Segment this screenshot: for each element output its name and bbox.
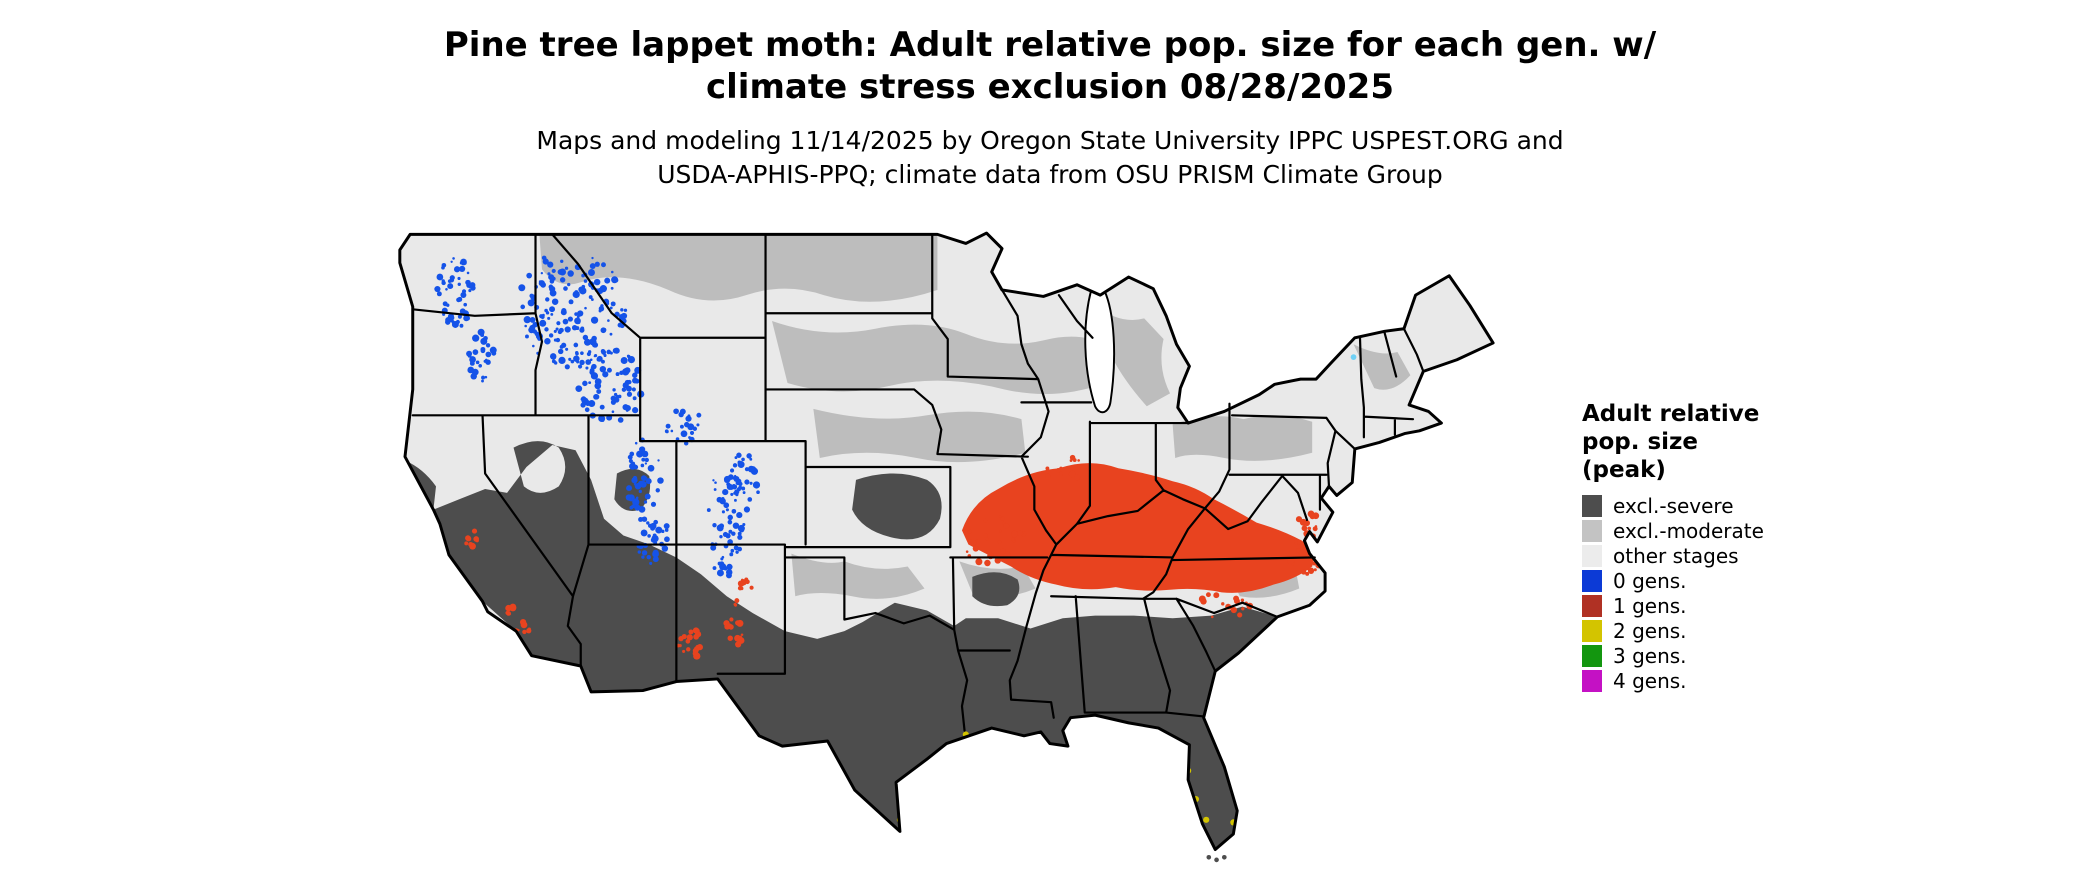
- legend-title-line2: pop. size: [1582, 429, 1699, 455]
- legend-item-label: 0 gens.: [1613, 569, 1687, 593]
- map-subtitle-line2: USDA-APHIS-PPQ; climate data from OSU PR…: [657, 160, 1443, 189]
- legend-swatch: [1582, 670, 1602, 692]
- subtitle: Maps and modeling 11/14/2025 by Oregon S…: [0, 124, 2100, 192]
- one-gen-region: [961, 463, 1314, 593]
- legend-item-label: 3 gens.: [1613, 644, 1687, 668]
- header: Pine tree lappet moth: Adult relative po…: [0, 24, 2100, 192]
- legend-item: other stages: [1582, 545, 1882, 567]
- map-title-line2: climate stress exclusion 08/28/2025: [705, 67, 1394, 107]
- legend-item: excl.-moderate: [1582, 520, 1882, 542]
- legend-item-label: other stages: [1613, 544, 1739, 568]
- us-map: [318, 215, 1562, 887]
- legend-item-label: excl.-moderate: [1613, 519, 1764, 543]
- legend-item: excl.-severe: [1582, 495, 1882, 517]
- legend-swatch: [1582, 520, 1602, 542]
- map-title-line1: Pine tree lappet moth: Adult relative po…: [443, 25, 1657, 65]
- legend-swatch: [1582, 620, 1602, 642]
- legend-item: 1 gens.: [1582, 595, 1882, 617]
- legend: Adult relative pop. size (peak) excl.-se…: [1582, 400, 1882, 695]
- legend-item: 0 gens.: [1582, 570, 1882, 592]
- map-subtitle-line1: Maps and modeling 11/14/2025 by Oregon S…: [536, 126, 1564, 155]
- legend-swatch: [1582, 495, 1602, 517]
- legend-item: 2 gens.: [1582, 620, 1882, 642]
- conus-outline: [398, 231, 1495, 852]
- state-borders: [411, 233, 1425, 732]
- legend-item-label: 2 gens.: [1613, 619, 1687, 643]
- legend-swatch: [1582, 645, 1602, 667]
- excl-severe-regions: [404, 441, 1278, 850]
- legend-swatch: [1582, 545, 1602, 567]
- legend-items: excl.-severe excl.-moderate other stages…: [1582, 495, 1882, 692]
- legend-item-label: 1 gens.: [1613, 594, 1687, 618]
- florida-keys-dots: [1206, 854, 1227, 863]
- legend-title-line1: Adult relative: [1582, 401, 1760, 427]
- excl-moderate-regions: [539, 234, 1411, 599]
- us-map-svg: [398, 231, 1495, 863]
- legend-item: 3 gens.: [1582, 645, 1882, 667]
- conus-base-region: [399, 233, 1494, 850]
- legend-item-label: 4 gens.: [1613, 669, 1687, 693]
- legend-item-label: excl.-severe: [1613, 494, 1734, 518]
- legend-title-line3: (peak): [1582, 457, 1666, 483]
- legend-item: 4 gens.: [1582, 670, 1882, 692]
- legend-swatch: [1582, 595, 1602, 617]
- legend-swatch: [1582, 570, 1602, 592]
